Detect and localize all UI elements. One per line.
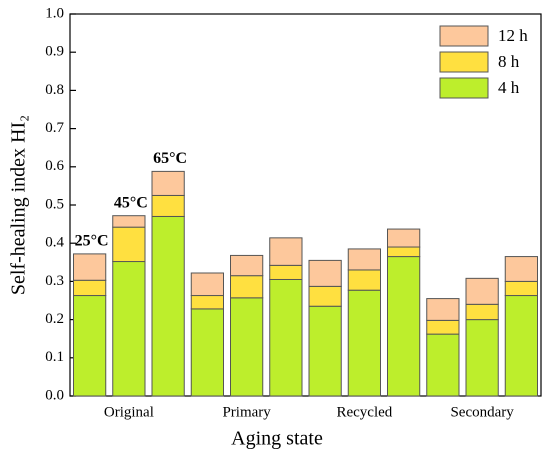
bar-segment (190, 272, 224, 297)
bar-segment (230, 254, 264, 277)
legend-swatch (439, 25, 489, 47)
bar-segment (426, 333, 460, 397)
x-tick-label: Original (104, 404, 154, 420)
y-tick-label: 0.6 (45, 158, 64, 174)
bar-segment (308, 285, 342, 307)
bar-segment (387, 228, 421, 248)
bar-segment (112, 226, 146, 263)
annotation: 65°C (153, 150, 187, 167)
bar-segment (151, 215, 185, 397)
bar-segment (151, 194, 185, 217)
bar-segment (347, 269, 381, 291)
legend-swatch (439, 77, 489, 99)
y-tick-label: 0.1 (45, 349, 64, 365)
bar-segment (347, 289, 381, 397)
bar-segment (230, 297, 264, 397)
bar-segment (73, 295, 107, 397)
bar-segment (112, 261, 146, 397)
x-tick-label: Primary (222, 404, 271, 420)
legend-swatch (439, 51, 489, 73)
bar-segment (504, 280, 538, 297)
x-axis-label: Aging state (231, 428, 323, 450)
y-tick-label: 0.2 (45, 311, 64, 327)
y-axis-label: Self-healing index HI₂ (8, 115, 30, 295)
y-tick-label: 0.8 (45, 82, 64, 98)
bar-segment (465, 303, 499, 321)
bar-segment (387, 256, 421, 397)
bar-segment (190, 295, 224, 310)
y-tick-label: 0.9 (45, 44, 64, 60)
bar-segment (190, 308, 224, 397)
y-tick-label: 1.0 (45, 5, 64, 21)
bar-segment (387, 246, 421, 258)
y-tick-label: 0.4 (45, 235, 64, 251)
bar-segment (151, 170, 185, 196)
bar-segment (308, 259, 342, 287)
bar-segment (269, 237, 303, 266)
y-tick-label: 0.7 (45, 120, 64, 136)
annotation: 45°C (114, 194, 148, 211)
bar-segment (269, 278, 303, 397)
bar-segment (465, 277, 499, 305)
annotation: 25°C (75, 233, 109, 250)
bar-segment (465, 319, 499, 397)
legend-label: 4 h (498, 78, 520, 97)
bar-segment (504, 256, 538, 282)
bar-segment (308, 305, 342, 397)
legend-label: 8 h (498, 52, 520, 71)
x-tick-label: Secondary (450, 404, 514, 420)
bar-segment (269, 264, 303, 280)
bar-segment (73, 279, 107, 297)
y-tick-label: 0.3 (45, 273, 64, 289)
bar-segment (73, 253, 107, 281)
bar-segment (426, 298, 460, 321)
y-tick-label: 0.0 (45, 387, 64, 403)
bar-segment (426, 319, 460, 335)
bar-segment (347, 248, 381, 271)
y-tick-label: 0.5 (45, 196, 64, 212)
x-tick-label: Recycled (336, 404, 392, 420)
bar-segment (504, 295, 538, 397)
bar-segment (230, 275, 264, 299)
legend-label: 12 h (498, 26, 528, 45)
bar-segment (112, 215, 146, 228)
